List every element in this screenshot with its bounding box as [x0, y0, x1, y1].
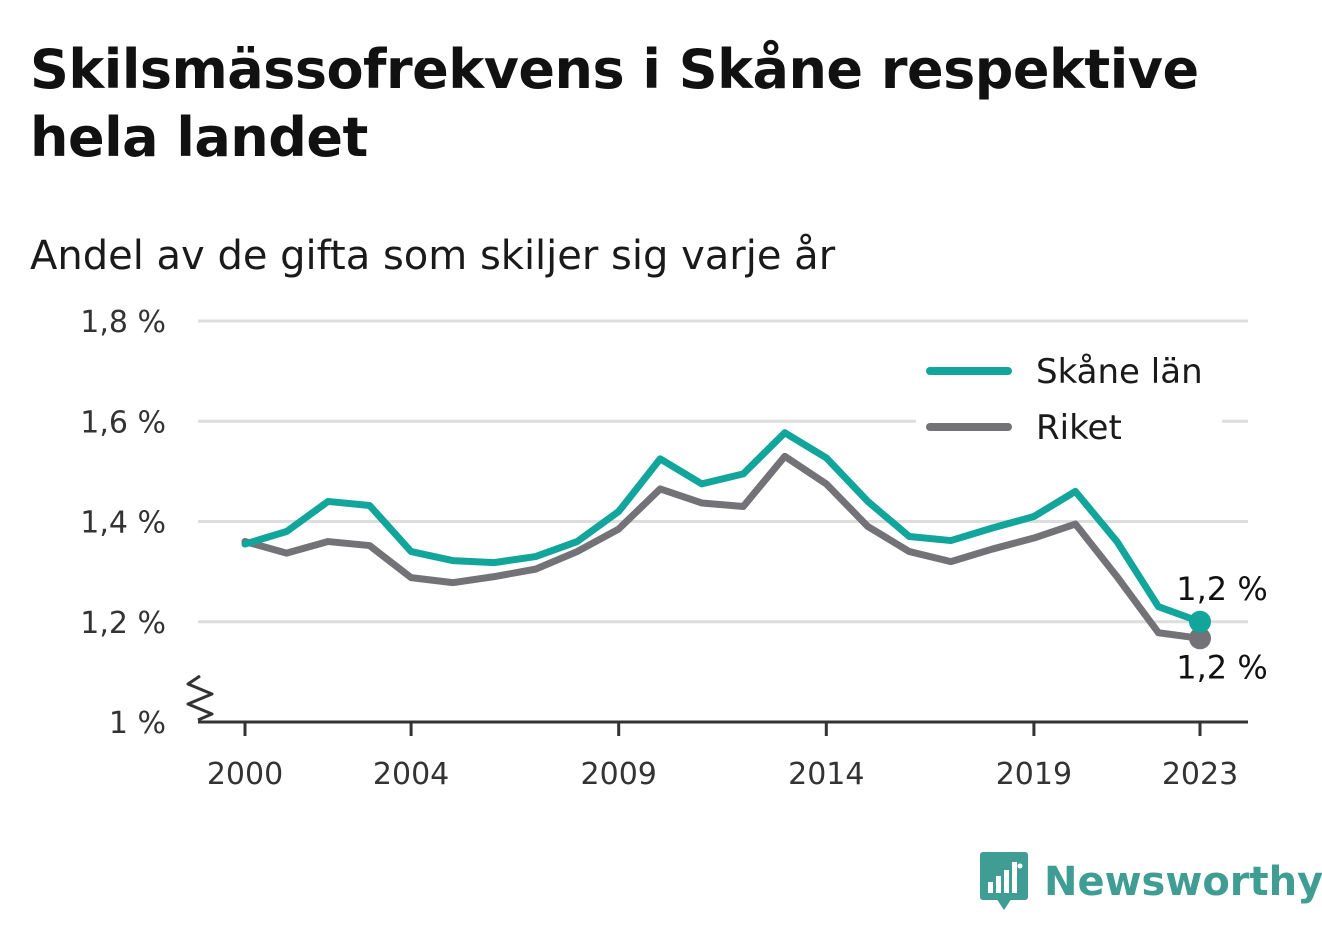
x-tick-label: 2000	[207, 757, 283, 792]
x-tick-label: 2009	[581, 757, 657, 792]
y-tick-label: 1,8 %	[80, 305, 166, 340]
series-line	[241, 429, 1204, 626]
y-axis-ticks: 1 % 1,2 % 1,4 % 1,6 % 1,8 %	[80, 305, 166, 741]
y-tick-label: 1 %	[109, 706, 166, 741]
chart-title: Skilsmässofrekvens i Skåne respektive he…	[30, 38, 1199, 169]
x-axis: 2000 2004 2009 2014 2019 2023	[186, 674, 1248, 792]
y-tick-label: 1,6 %	[80, 405, 166, 440]
chart-subtitle: Andel av de gifta som skiljer sig varje …	[30, 233, 836, 279]
end-labels: 1,2 % 1,2 %	[1176, 570, 1267, 687]
y-tick-label: 1,2 %	[80, 606, 166, 641]
x-tick-label: 2023	[1162, 757, 1238, 792]
end-point	[1189, 627, 1211, 650]
end-label: 1,2 %	[1176, 570, 1267, 608]
newsworthy-icon	[980, 852, 1028, 910]
legend: Skåne län Riket	[916, 348, 1222, 452]
brand-name: Newsworthy	[1044, 859, 1322, 905]
x-tick-label: 2014	[788, 757, 864, 792]
series-lines	[241, 429, 1211, 650]
legend-label: Skåne län	[1036, 352, 1203, 392]
x-tick-label: 2004	[373, 757, 449, 792]
series-line	[241, 452, 1204, 642]
end-label: 1,2 %	[1176, 648, 1267, 686]
legend-background	[916, 348, 1222, 452]
newsworthy-logo: Newsworthy	[980, 850, 1322, 914]
x-tick-label: 2019	[996, 757, 1072, 792]
axis-break-icon	[186, 674, 214, 722]
y-tick-label: 1,4 %	[80, 506, 166, 541]
end-point	[1189, 610, 1211, 633]
legend-label: Riket	[1036, 408, 1122, 448]
